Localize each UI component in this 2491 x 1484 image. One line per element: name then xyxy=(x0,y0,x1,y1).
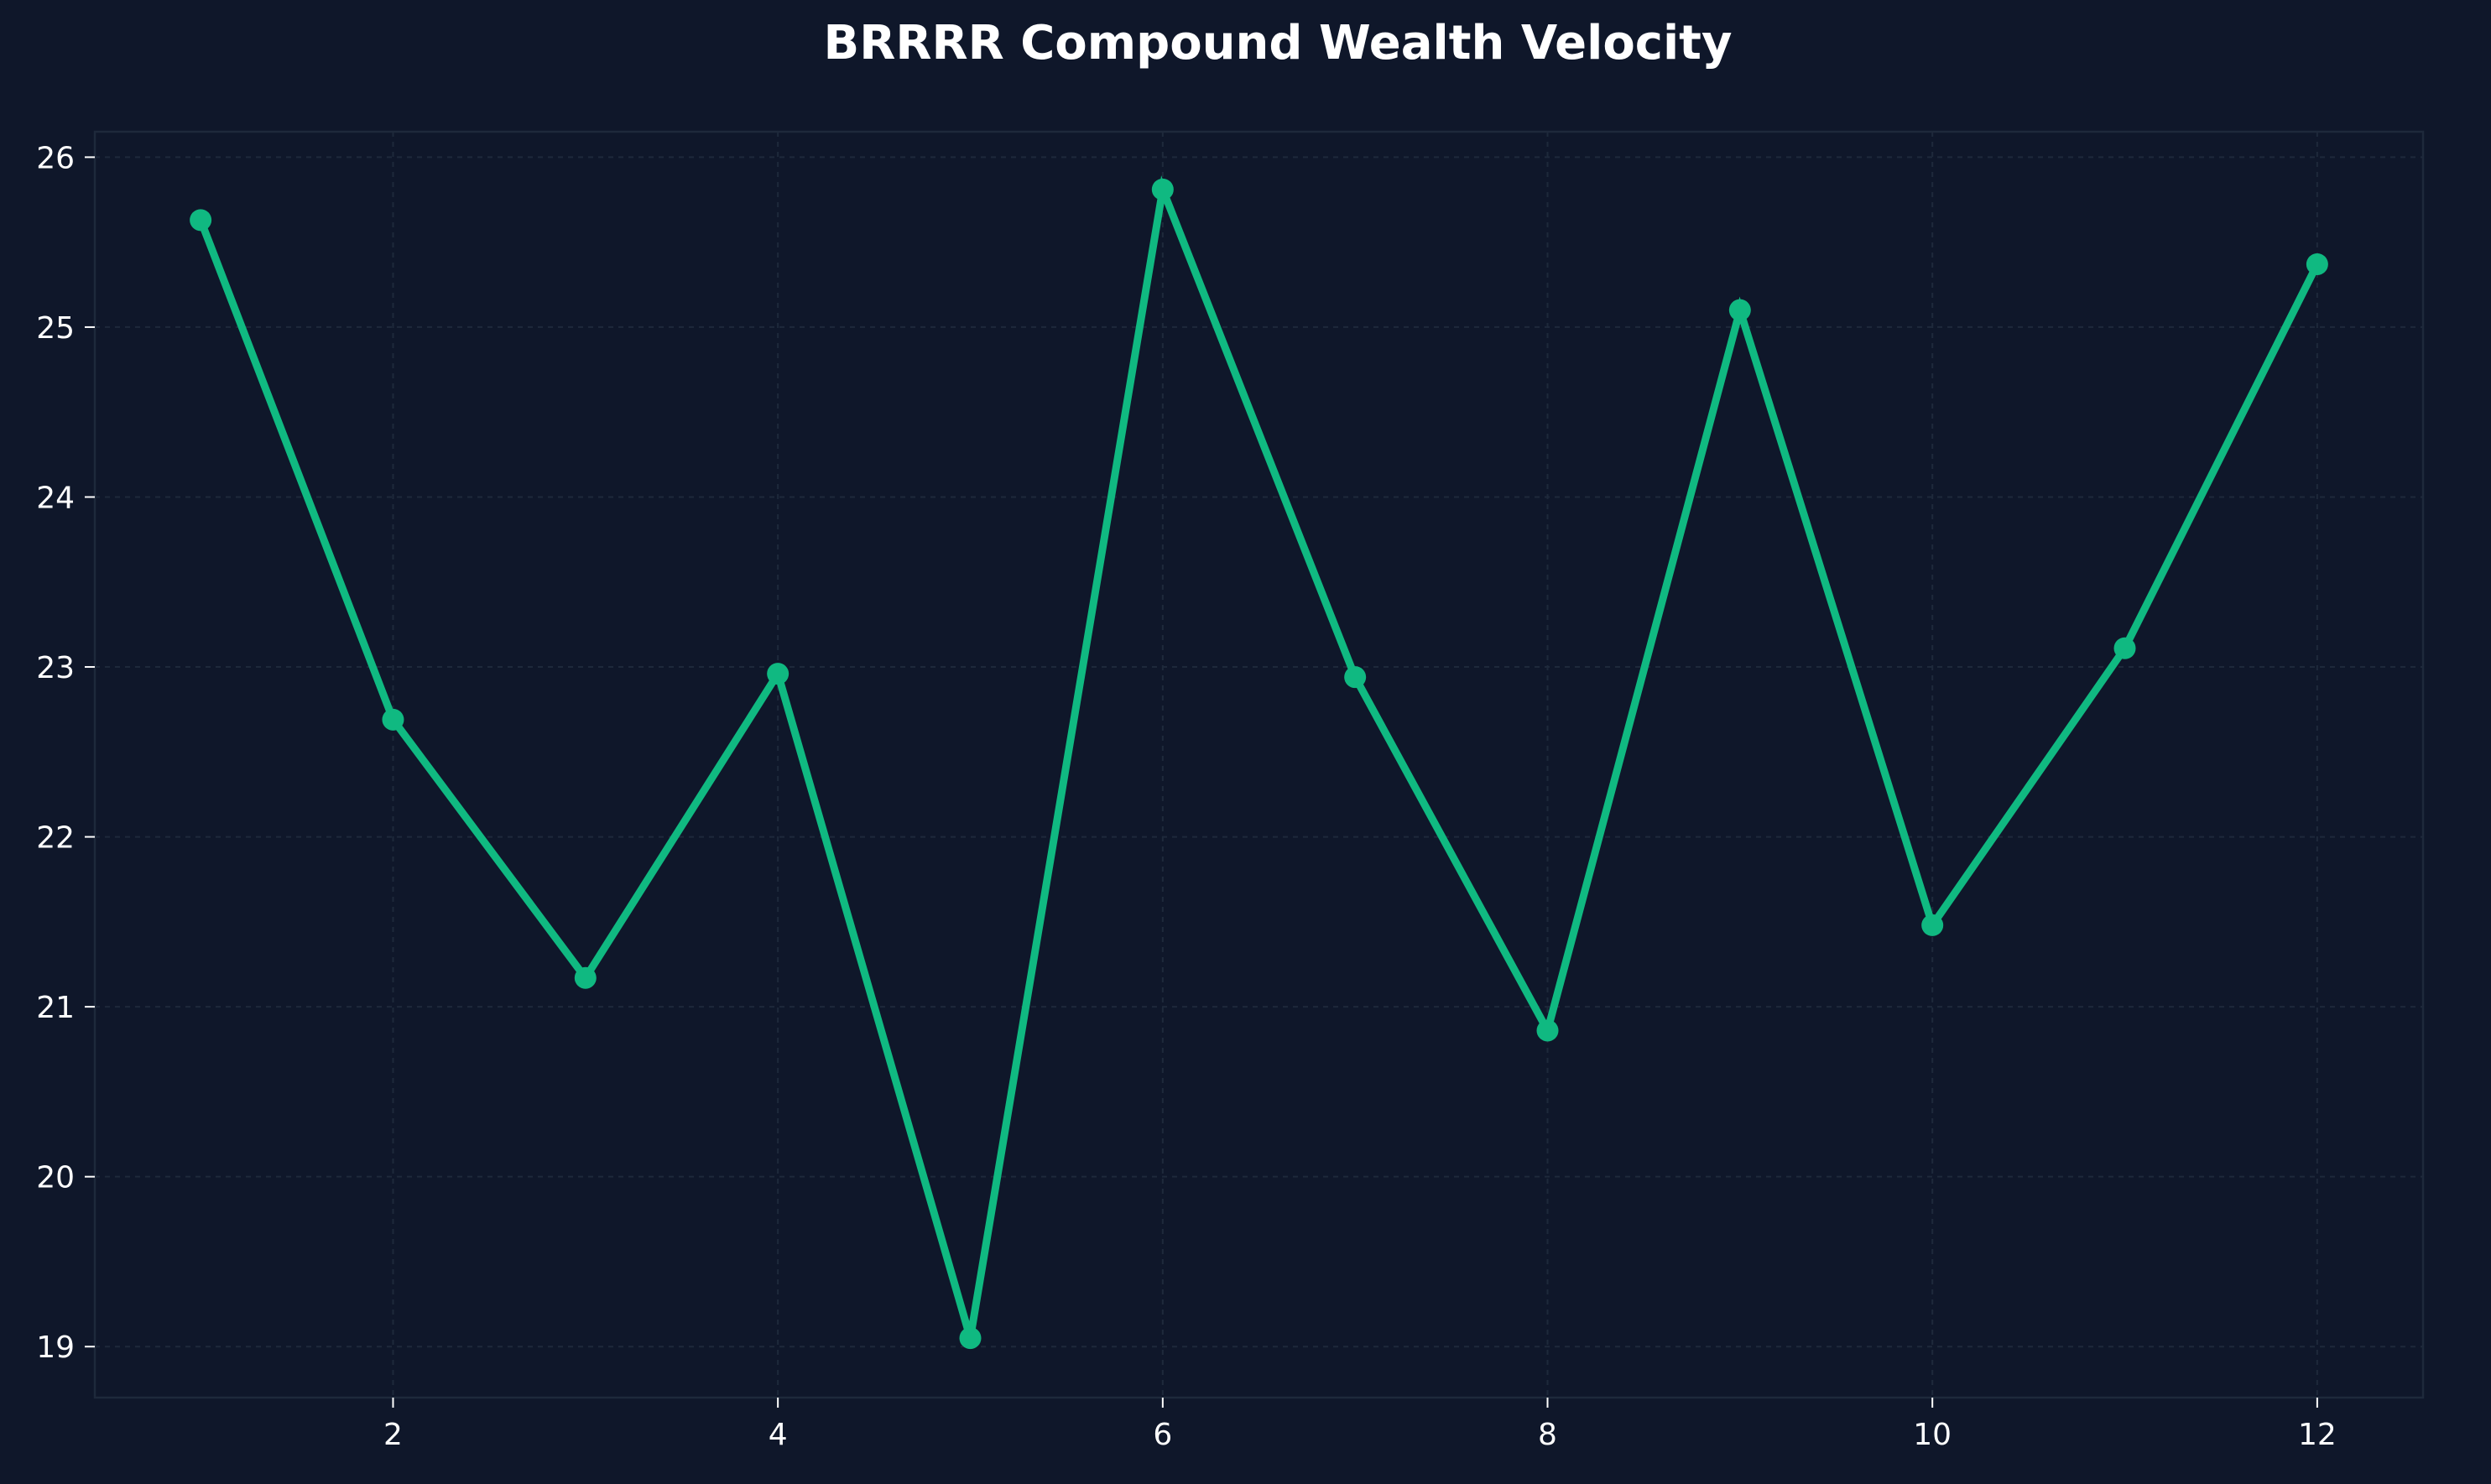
data-point xyxy=(190,209,212,232)
data-point xyxy=(2306,253,2328,275)
data-point xyxy=(2113,637,2136,659)
y-tick-label: 26 xyxy=(36,141,75,175)
x-tick-label: 12 xyxy=(2298,1418,2337,1452)
x-axis-ticks: 2 4 6 8 10 12 xyxy=(383,1398,2337,1452)
data-point xyxy=(1151,178,1174,200)
x-tick-label: 2 xyxy=(383,1418,403,1452)
x-tick-label: 10 xyxy=(1913,1418,1952,1452)
data-point xyxy=(767,663,790,685)
y-axis-ticks: 19 20 21 22 23 24 25 26 xyxy=(36,141,95,1365)
chart-title: BRRRR Compound Wealth Velocity xyxy=(824,16,1733,70)
plot-area-frame xyxy=(93,130,2425,1399)
data-point xyxy=(1344,666,1367,689)
data-point xyxy=(1536,1019,1559,1042)
data-series xyxy=(190,175,2328,1350)
series-line xyxy=(196,175,2321,1340)
y-tick-label: 21 xyxy=(36,991,75,1025)
x-tick-label: 8 xyxy=(1538,1418,1557,1452)
y-tick-label: 20 xyxy=(36,1161,75,1195)
y-tick-label: 23 xyxy=(36,651,75,685)
x-tick-label: 4 xyxy=(769,1418,788,1452)
y-tick-label: 19 xyxy=(36,1330,75,1365)
data-point xyxy=(1921,914,1944,936)
y-tick-label: 24 xyxy=(36,481,75,515)
data-point xyxy=(574,966,597,989)
x-tick-label: 6 xyxy=(1153,1418,1172,1452)
data-point xyxy=(959,1327,982,1350)
y-tick-label: 22 xyxy=(36,821,75,856)
data-point xyxy=(382,708,404,731)
data-point xyxy=(1728,299,1751,321)
y-tick-label: 25 xyxy=(36,311,75,346)
series-group xyxy=(190,175,2328,1350)
